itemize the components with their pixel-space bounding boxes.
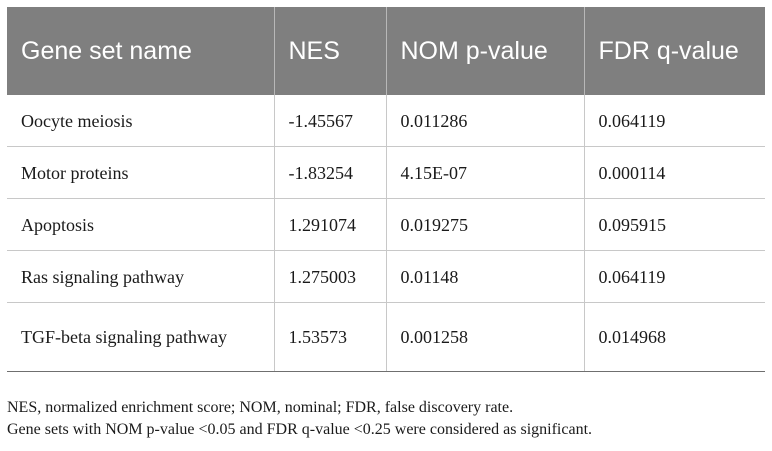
cell-nes: -1.45567 [273, 95, 386, 147]
table-row: Oocyte meiosis -1.45567 0.011286 0.06411… [7, 95, 765, 147]
header-fdr-q-value: FDR q-value [583, 7, 765, 95]
table-header: Gene set name NES NOM p-value FDR q-valu… [7, 7, 765, 95]
header-nom-p-value: NOM p-value [385, 7, 584, 95]
cell-nes: 1.53573 [273, 302, 386, 372]
cell-fdr-q-value: 0.064119 [583, 95, 765, 147]
header-nes: NES [273, 7, 386, 95]
table-row: TGF-beta signaling pathway 1.53573 0.001… [7, 302, 765, 372]
footnote-significance: Gene sets with NOM p-value <0.05 and FDR… [7, 421, 593, 438]
gsea-results-table-container: Gene set name NES NOM p-value FDR q-valu… [7, 7, 765, 372]
table-body: Oocyte meiosis -1.45567 0.011286 0.06411… [7, 95, 765, 372]
cell-nom-p-value: 4.15E-07 [385, 146, 584, 199]
cell-nom-p-value: 0.019275 [385, 198, 584, 251]
cell-gene-set-name: Oocyte meiosis [7, 95, 274, 147]
cell-nom-p-value: 0.01148 [385, 250, 584, 303]
cell-gene-set-name: Ras signaling pathway [7, 250, 274, 303]
cell-gene-set-name: Apoptosis [7, 198, 274, 251]
gsea-results-table: Gene set name NES NOM p-value FDR q-valu… [7, 7, 765, 372]
cell-fdr-q-value: 0.014968 [583, 302, 765, 372]
cell-fdr-q-value: 0.095915 [583, 198, 765, 251]
cell-nes: 1.275003 [273, 250, 386, 303]
table-row: Apoptosis 1.291074 0.019275 0.095915 [7, 198, 765, 251]
cell-gene-set-name: Motor proteins [7, 146, 274, 199]
cell-gene-set-name: TGF-beta signaling pathway [7, 302, 274, 372]
table-row: Ras signaling pathway 1.275003 0.01148 0… [7, 250, 765, 303]
cell-nom-p-value: 0.011286 [385, 95, 584, 147]
table-footnotes: NES, normalized enrichment score; NOM, n… [7, 397, 767, 441]
footnote-abbreviations: NES, normalized enrichment score; NOM, n… [7, 399, 514, 416]
header-row: Gene set name NES NOM p-value FDR q-valu… [7, 7, 765, 95]
header-gene-set-name: Gene set name [21, 37, 192, 65]
cell-nes: 1.291074 [273, 198, 386, 251]
cell-nes: -1.83254 [273, 146, 386, 199]
cell-nom-p-value: 0.001258 [385, 302, 584, 372]
cell-fdr-q-value: 0.000114 [583, 146, 765, 199]
cell-fdr-q-value: 0.064119 [583, 250, 765, 303]
table-row: Motor proteins -1.83254 4.15E-07 0.00011… [7, 146, 765, 199]
